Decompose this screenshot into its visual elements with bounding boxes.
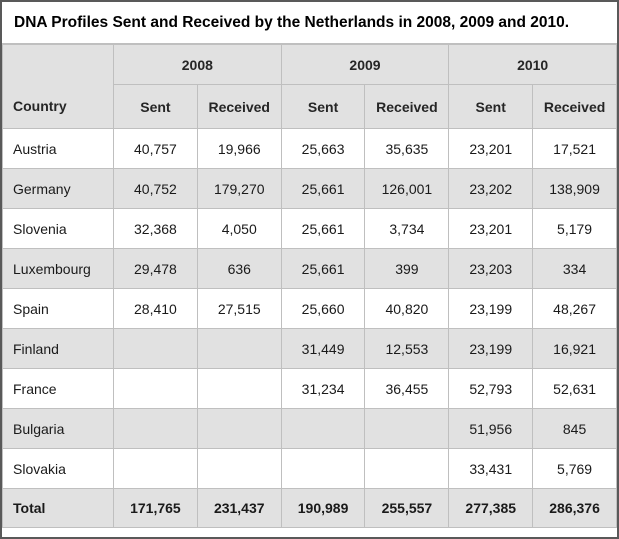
table-row: Luxembourg 29,478 636 25,661 399 23,203 … — [2, 248, 617, 289]
value-cell — [364, 448, 450, 489]
value-cell: 126,001 — [364, 168, 450, 209]
value-cell — [113, 328, 198, 369]
country-cell: Bulgaria — [2, 408, 114, 449]
value-cell — [113, 448, 198, 489]
value-cell: 23,202 — [448, 168, 534, 209]
value-cell: 23,201 — [448, 208, 534, 249]
country-column-header: Country — [2, 44, 114, 129]
value-cell: 19,966 — [196, 128, 282, 169]
total-value-cell: 277,385 — [448, 488, 534, 528]
value-cell: 35,635 — [364, 128, 450, 169]
value-cell: 23,203 — [448, 248, 534, 289]
country-cell: Luxembourg — [2, 248, 114, 289]
value-cell: 52,631 — [532, 368, 617, 409]
value-cell: 179,270 — [196, 168, 282, 209]
sent-header-2009: Sent — [280, 84, 366, 129]
value-cell: 31,234 — [280, 368, 366, 409]
value-cell: 51,956 — [448, 408, 534, 449]
value-cell: 33,431 — [448, 448, 534, 489]
year-header-2008: 2008 — [113, 44, 282, 85]
value-cell — [113, 408, 198, 449]
value-cell: 36,455 — [364, 368, 450, 409]
value-cell: 31,449 — [280, 328, 366, 369]
value-cell — [364, 408, 450, 449]
country-cell: Finland — [2, 328, 114, 369]
value-cell: 25,660 — [280, 288, 366, 329]
sent-header-2008: Sent — [113, 84, 198, 129]
value-cell: 636 — [196, 248, 282, 289]
value-cell — [280, 448, 366, 489]
value-cell: 32,368 — [113, 208, 198, 249]
received-header-2010: Received — [532, 84, 617, 129]
value-cell: 48,267 — [532, 288, 617, 329]
table-row: Slovenia 32,368 4,050 25,661 3,734 23,20… — [2, 208, 617, 249]
received-header-2009: Received — [364, 84, 450, 129]
value-cell — [196, 408, 282, 449]
value-cell: 28,410 — [113, 288, 198, 329]
value-cell: 40,820 — [364, 288, 450, 329]
country-cell: France — [2, 368, 114, 409]
value-cell: 23,201 — [448, 128, 534, 169]
total-value-cell: 171,765 — [113, 488, 198, 528]
value-cell: 5,769 — [532, 448, 617, 489]
total-value-cell: 190,989 — [280, 488, 366, 528]
value-cell — [196, 368, 282, 409]
year-header-row: Country 2008 2009 2010 — [2, 44, 617, 129]
total-value-cell: 231,437 — [196, 488, 282, 528]
table-row: Finland 31,449 12,553 23,199 16,921 — [2, 328, 617, 369]
value-cell: 27,515 — [196, 288, 282, 329]
table-header: Country 2008 2009 2010 Sent Received Sen… — [2, 44, 617, 129]
country-cell: Slovenia — [2, 208, 114, 249]
value-cell: 845 — [532, 408, 617, 449]
sent-header-2010: Sent — [448, 84, 534, 129]
value-cell — [196, 328, 282, 369]
country-cell: Germany — [2, 168, 114, 209]
table-row: Slovakia 33,431 5,769 — [2, 448, 617, 489]
total-row: Total 171,765 231,437 190,989 255,557 27… — [2, 488, 617, 528]
country-cell: Slovakia — [2, 448, 114, 489]
value-cell: 23,199 — [448, 328, 534, 369]
table-row: Germany 40,752 179,270 25,661 126,001 23… — [2, 168, 617, 209]
year-header-2009: 2009 — [280, 44, 450, 85]
value-cell: 23,199 — [448, 288, 534, 329]
value-cell: 16,921 — [532, 328, 617, 369]
total-label-cell: Total — [2, 488, 114, 528]
value-cell — [196, 448, 282, 489]
received-header-2008: Received — [196, 84, 282, 129]
table-row: Austria 40,757 19,966 25,663 35,635 23,2… — [2, 128, 617, 169]
table-row: Bulgaria 51,956 845 — [2, 408, 617, 449]
table-body: Austria 40,757 19,966 25,663 35,635 23,2… — [2, 128, 617, 528]
value-cell: 52,793 — [448, 368, 534, 409]
country-cell: Austria — [2, 128, 114, 169]
value-cell: 3,734 — [364, 208, 450, 249]
value-cell: 29,478 — [113, 248, 198, 289]
year-header-2010: 2010 — [448, 44, 617, 85]
value-cell: 25,661 — [280, 168, 366, 209]
dna-profiles-table: Country 2008 2009 2010 Sent Received Sen… — [2, 44, 617, 528]
value-cell: 399 — [364, 248, 450, 289]
total-value-cell: 286,376 — [532, 488, 617, 528]
table-title: DNA Profiles Sent and Received by the Ne… — [2, 2, 617, 44]
value-cell: 40,757 — [113, 128, 198, 169]
value-cell: 25,661 — [280, 208, 366, 249]
value-cell: 4,050 — [196, 208, 282, 249]
value-cell — [280, 408, 366, 449]
value-cell: 25,661 — [280, 248, 366, 289]
value-cell: 40,752 — [113, 168, 198, 209]
value-cell — [113, 368, 198, 409]
value-cell: 5,179 — [532, 208, 617, 249]
table-row: Spain 28,410 27,515 25,660 40,820 23,199… — [2, 288, 617, 329]
table-row: France 31,234 36,455 52,793 52,631 — [2, 368, 617, 409]
total-value-cell: 255,557 — [364, 488, 450, 528]
value-cell: 25,663 — [280, 128, 366, 169]
value-cell: 334 — [532, 248, 617, 289]
country-cell: Spain — [2, 288, 114, 329]
value-cell: 138,909 — [532, 168, 617, 209]
value-cell: 17,521 — [532, 128, 617, 169]
sent-received-header-row: Sent Received Sent Received Sent Receive… — [3, 84, 617, 129]
value-cell: 12,553 — [364, 328, 450, 369]
